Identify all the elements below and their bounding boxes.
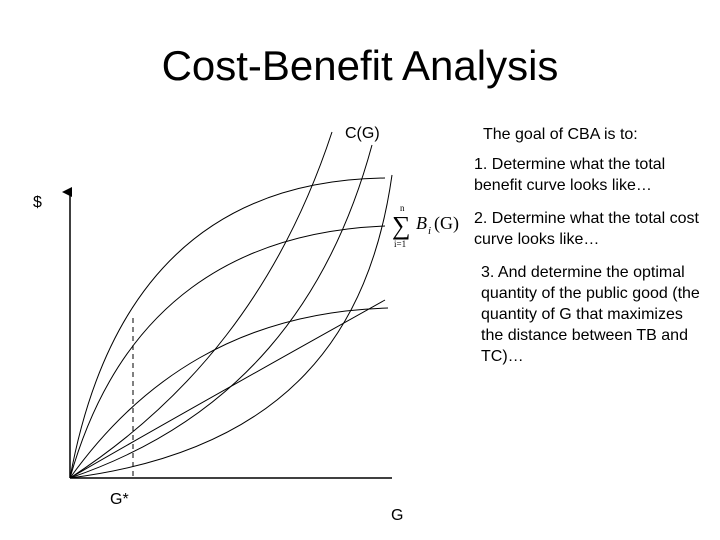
benefit-curve <box>69 225 386 479</box>
slide-title: Cost-Benefit Analysis <box>161 42 559 89</box>
cost-curve <box>69 131 333 479</box>
benefit-curve <box>69 307 389 479</box>
x-axis-label: G <box>391 507 403 524</box>
cost-curve <box>69 174 393 479</box>
note-item: 1. Determine what the total benefit curv… <box>474 156 666 194</box>
y-axis-label: $ <box>33 194 42 211</box>
cost-curve <box>69 144 373 479</box>
benefit-curve <box>69 177 386 479</box>
sum-upper: n <box>400 203 405 213</box>
formula-argument: (G) <box>434 213 459 234</box>
note-item: 2. Determine what the total cost curve l… <box>474 210 699 248</box>
sum-lower: i=1 <box>394 239 406 249</box>
notes-intro: The goal of CBA is to: <box>483 126 638 143</box>
g-star-label: G* <box>110 491 129 508</box>
sum-sign: ∑ <box>392 211 411 240</box>
notes: The goal of CBA is to: 1. Determine what… <box>474 124 706 379</box>
formula-symbol: B <box>416 213 427 233</box>
cost-label: C(G) <box>345 125 380 142</box>
note-item: 3. And determine the optimal quantity of… <box>481 264 700 365</box>
formula-subscript: i <box>428 225 431 237</box>
benefit-formula: n ∑ i=1 B i (G) <box>392 203 459 249</box>
cost-curve <box>69 299 386 479</box>
